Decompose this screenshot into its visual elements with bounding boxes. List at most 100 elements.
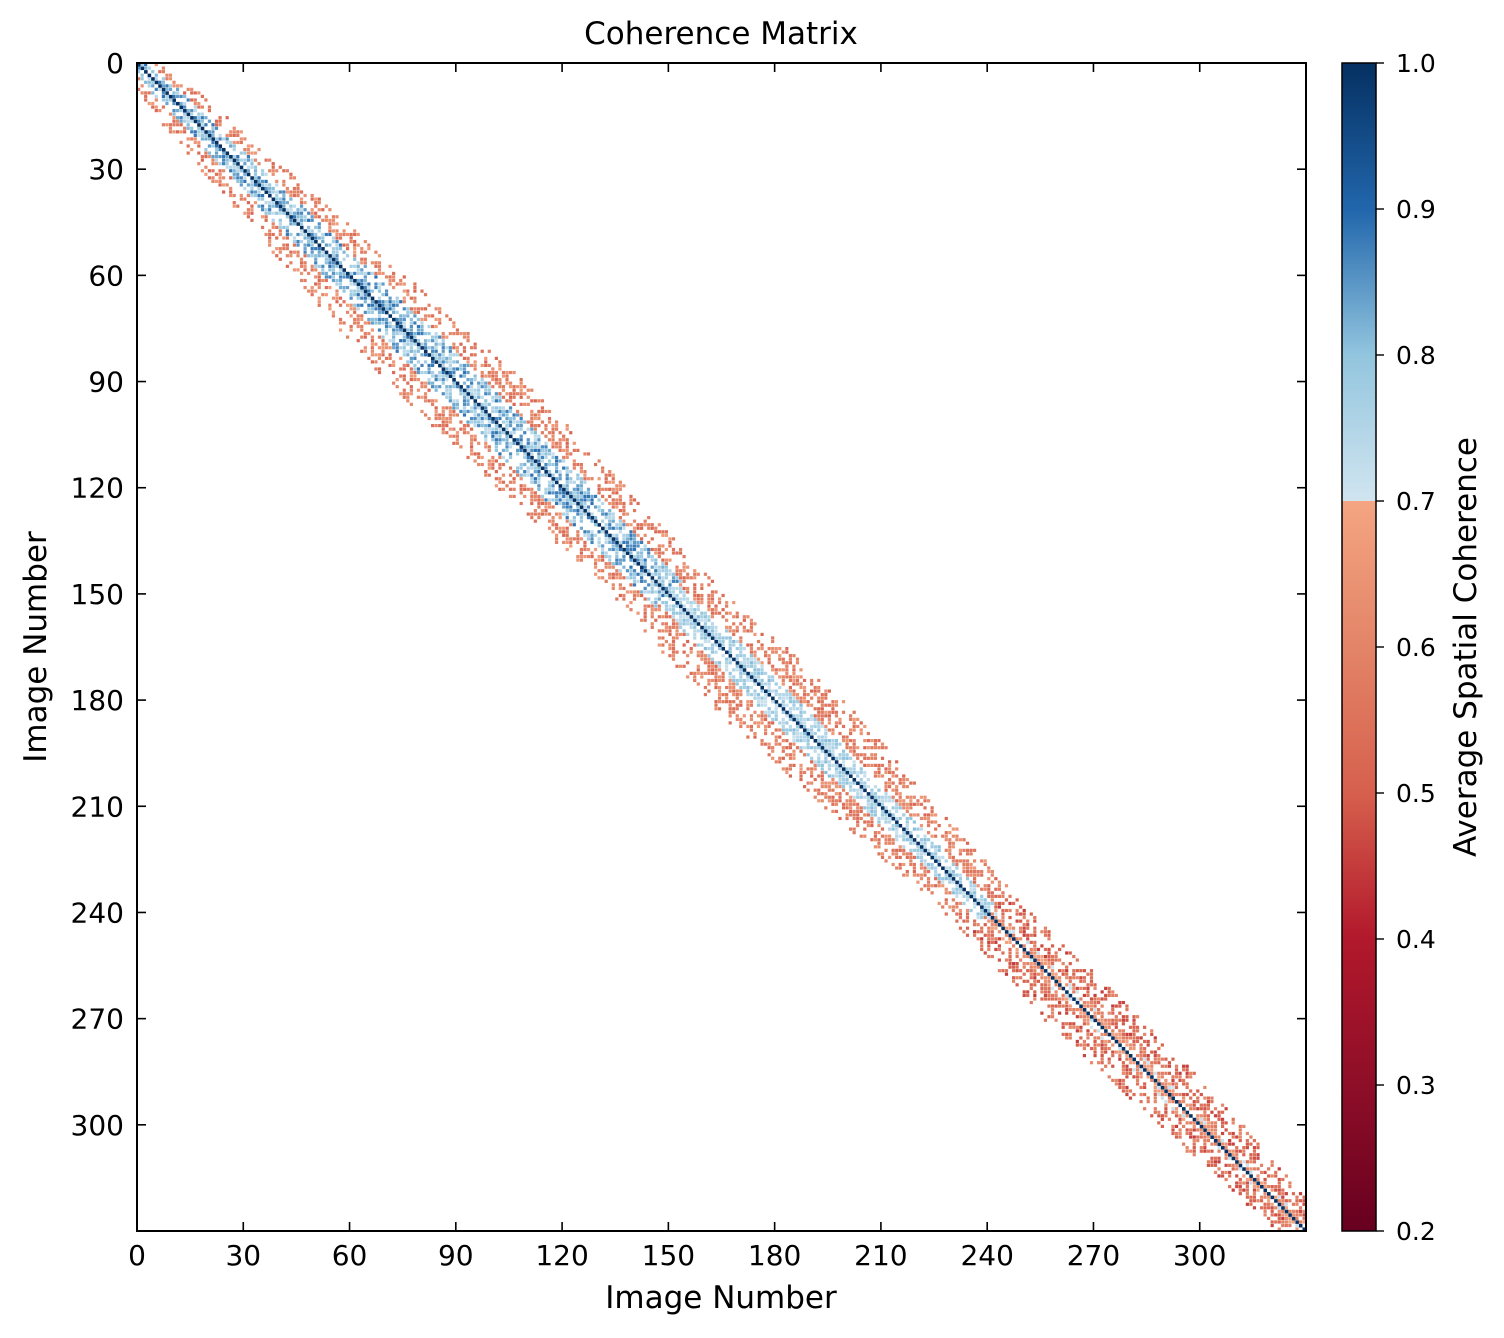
heatmap-cell [579, 519, 583, 523]
heatmap-cell [725, 604, 729, 608]
heatmap-cell [739, 668, 743, 672]
heatmap-cell [303, 193, 307, 198]
heatmap-cell [480, 370, 484, 375]
heatmap-cell [565, 501, 569, 506]
heatmap-cell [197, 105, 201, 109]
heatmap-cell [1196, 1114, 1200, 1118]
heatmap-cell [608, 473, 612, 477]
heatmap-cell [714, 643, 718, 647]
heatmap-cell [753, 632, 757, 637]
heatmap-cell [508, 424, 513, 428]
heatmap-cell [1125, 1036, 1129, 1040]
heatmap-diagonal-cell [296, 222, 300, 226]
heatmap-cell [838, 774, 842, 778]
heatmap-cell [193, 98, 197, 102]
heatmap-cell [717, 632, 722, 637]
heatmap-cell [448, 413, 452, 417]
heatmap-cell [1302, 1220, 1306, 1224]
heatmap-cell [1228, 1156, 1232, 1160]
heatmap-cell [1249, 1195, 1253, 1199]
heatmap-cell [445, 420, 449, 424]
heatmap-cell [1043, 947, 1048, 952]
heatmap-cell [374, 342, 378, 346]
heatmap-cell [1022, 923, 1026, 927]
heatmap-cell [565, 473, 569, 477]
heatmap-cell [1107, 1022, 1111, 1026]
heatmap-cell [608, 540, 612, 545]
heatmap-cell [551, 505, 555, 509]
heatmap-cell [1157, 1121, 1161, 1125]
heatmap-cell [714, 590, 718, 594]
heatmap-cell [1086, 1043, 1090, 1047]
heatmap-cell [484, 385, 488, 389]
heatmap-cell [1033, 979, 1037, 983]
heatmap-cell [473, 438, 477, 442]
heatmap-cell [523, 392, 527, 396]
heatmap-cell [1100, 1046, 1104, 1051]
heatmap-cell [714, 685, 718, 690]
heatmap-cell [941, 834, 945, 838]
heatmap-cell [948, 848, 952, 852]
heatmap-cell [788, 657, 792, 661]
heatmap-cell [735, 615, 739, 619]
heatmap-cell [650, 625, 654, 629]
heatmap-cell [671, 547, 676, 552]
heatmap-cell [866, 731, 870, 736]
heatmap-cell [813, 788, 817, 792]
heatmap-cell [214, 179, 219, 183]
heatmap-cell [756, 675, 761, 679]
heatmap-cell [912, 813, 916, 817]
heatmap-cell [686, 632, 690, 637]
heatmap-cell [491, 434, 495, 438]
heatmap-cell [197, 116, 201, 120]
heatmap-cell [530, 498, 534, 502]
heatmap-cell [753, 721, 757, 725]
heatmap-cell [565, 540, 569, 545]
heatmap-cell [1199, 1149, 1203, 1153]
heatmap-cell [402, 339, 406, 343]
heatmap-cell [1150, 1064, 1154, 1068]
heatmap-cell [834, 802, 839, 806]
heatmap-cell [902, 813, 906, 817]
heatmap-cell [477, 406, 481, 410]
heatmap-cell [703, 618, 707, 622]
heatmap-cell [682, 622, 686, 626]
heatmap-cell [781, 696, 785, 700]
heatmap-cell [576, 477, 580, 481]
heatmap-cell [1252, 1146, 1257, 1150]
heatmap-cell [1011, 926, 1016, 930]
heatmap-cell [565, 530, 569, 534]
heatmap-cell [445, 406, 449, 410]
heatmap-cell [725, 611, 729, 615]
heatmap-cell [689, 618, 693, 622]
heatmap-cell [615, 572, 619, 576]
heatmap-cell [1242, 1124, 1246, 1129]
heatmap-cell [183, 101, 187, 106]
heatmap-cell [714, 664, 718, 668]
heatmap-cell [303, 268, 307, 272]
heatmap-cell [505, 427, 509, 431]
heatmap-cell [1206, 1103, 1210, 1107]
heatmap-cell [413, 356, 417, 360]
heatmap-cell [438, 353, 442, 357]
heatmap-cell [678, 625, 683, 629]
heatmap-cell [473, 374, 477, 378]
heatmap-cell [905, 838, 909, 842]
heatmap-cell [399, 314, 403, 318]
heatmap-cell [902, 873, 906, 877]
heatmap-cell [700, 583, 704, 587]
heatmap-cell [292, 268, 297, 272]
heatmap-cell [640, 562, 644, 566]
heatmap-cell [973, 869, 977, 874]
heatmap-cell [516, 470, 520, 474]
heatmap-cell [739, 685, 743, 690]
heatmap-cell [501, 431, 506, 435]
heatmap-cell [547, 438, 552, 442]
heatmap-cell [650, 600, 654, 605]
heatmap-cell [852, 749, 856, 753]
heatmap-cell [1001, 937, 1005, 941]
heatmap-cell [1065, 965, 1069, 969]
heatmap-cell [746, 678, 750, 683]
heatmap-cell [204, 151, 208, 155]
heatmap-cell [693, 678, 697, 683]
